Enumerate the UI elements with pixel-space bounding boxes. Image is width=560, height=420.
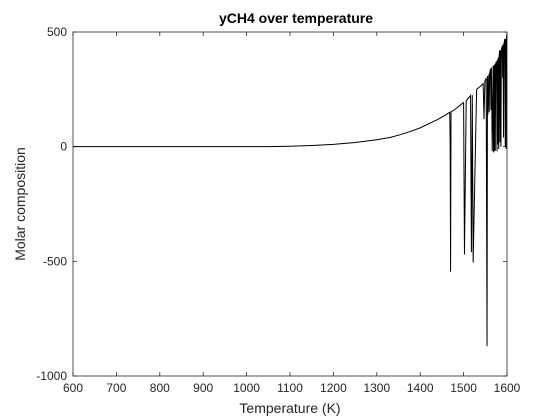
x-tick-label: 1200 <box>320 381 347 395</box>
x-tick-label: 900 <box>193 381 213 395</box>
x-tick-label: 1600 <box>494 381 521 395</box>
x-axis: 600 700 800 900 1000 1100 1200 1300 1400 1500 1600 <box>63 32 521 395</box>
x-tick-label: 700 <box>106 381 126 395</box>
x-tick-label: 1100 <box>277 381 303 395</box>
y-tick-label: -1000 <box>36 369 67 383</box>
x-tick-label: 1300 <box>363 381 390 395</box>
y-tick-label: -500 <box>43 254 67 268</box>
x-tick-label: 1000 <box>233 381 260 395</box>
x-tick-label: 800 <box>150 381 170 395</box>
plot-area <box>72 31 508 377</box>
x-tick-label: 600 <box>63 381 83 395</box>
series-line <box>73 34 508 347</box>
series-layer <box>73 34 508 347</box>
x-axis-label: Temperature (K) <box>239 400 340 416</box>
y-axis-label: Molar composition <box>12 147 28 261</box>
y-tick-label: 500 <box>47 25 67 39</box>
x-tick-label: 1500 <box>450 381 477 395</box>
y-axis: -1000 -500 0 500 <box>36 25 507 383</box>
x-tick-label: 1400 <box>407 381 434 395</box>
chart-title: yCH4 over temperature <box>219 10 373 26</box>
y-tick-label: 0 <box>60 140 67 154</box>
